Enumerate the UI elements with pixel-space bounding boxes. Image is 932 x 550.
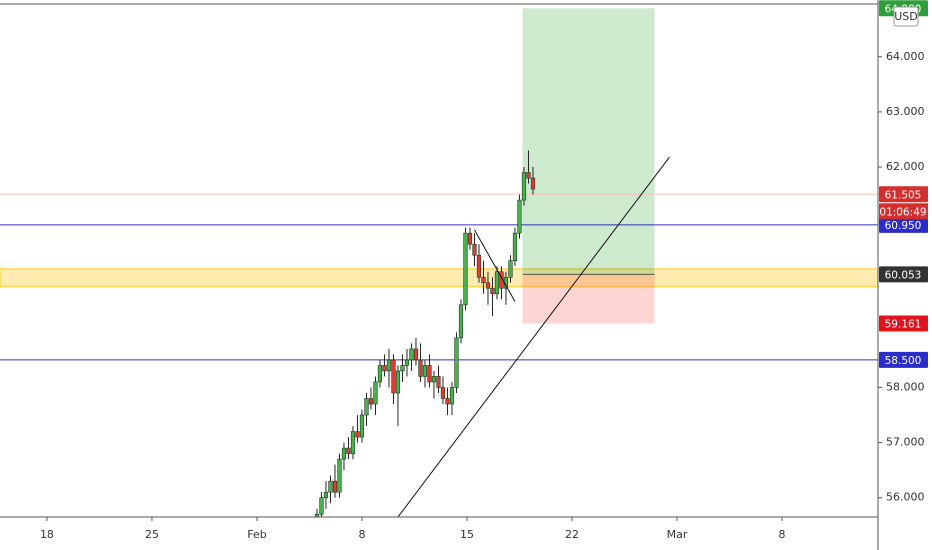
y-tick-label: 62.000 — [886, 160, 925, 173]
level-label-bg — [879, 351, 928, 368]
candle-body — [332, 480, 338, 493]
countdown: 01:06:49 — [879, 206, 926, 218]
entry-label: 60.053 — [885, 269, 922, 281]
candle-body — [512, 232, 518, 262]
countdown-bg — [879, 203, 928, 220]
x-tick-label: 22 — [565, 528, 579, 541]
candle-body — [350, 431, 356, 454]
x-tick-label: Feb — [247, 528, 266, 541]
candle-body — [395, 370, 401, 394]
candle-body — [521, 172, 527, 201]
candle-body — [337, 458, 342, 493]
support-zone — [0, 268, 879, 288]
candle-body — [319, 497, 324, 515]
candle-body — [454, 337, 459, 388]
x-tick-label: 15 — [460, 528, 474, 541]
candle-body — [476, 254, 482, 278]
candle-body — [341, 447, 347, 460]
candle-body — [445, 398, 450, 405]
currency: USD — [894, 10, 918, 23]
candle-body — [526, 172, 531, 179]
level-label-bg — [879, 216, 928, 233]
candle-body — [481, 276, 486, 284]
stop-label-bg — [879, 315, 928, 332]
y-tick-label: 57.000 — [886, 436, 925, 449]
candle-body — [373, 381, 378, 405]
time-axis-bg — [0, 517, 878, 550]
candle-body — [404, 359, 410, 366]
y-tick-label: 64.000 — [886, 50, 925, 63]
x-tick-label: 18 — [40, 528, 54, 541]
candle-body — [431, 376, 437, 383]
currency-box — [893, 6, 919, 27]
candle-body — [494, 271, 500, 295]
level-label: 58.500 — [885, 355, 922, 367]
candle-body — [377, 365, 383, 383]
candle-body — [413, 348, 419, 361]
candle-body — [346, 447, 351, 454]
candle-body — [467, 232, 473, 245]
candle-body — [436, 376, 441, 388]
candle-body — [386, 359, 392, 372]
y-tick-label: 56.000 — [886, 491, 925, 504]
stop-label: 59.161 — [885, 318, 922, 330]
y-tick-label: 58.000 — [886, 380, 925, 393]
candle-body — [323, 491, 329, 499]
x-tick-label: 25 — [145, 528, 159, 541]
candle-body — [409, 348, 414, 361]
candle-body — [458, 304, 464, 339]
y-tick-label: 63.000 — [886, 105, 925, 118]
candle-body — [422, 365, 428, 377]
candle-body — [440, 387, 446, 399]
candle-body — [427, 365, 432, 383]
entry-label-bg — [879, 266, 928, 283]
candle-body — [490, 287, 495, 295]
candle-body — [359, 414, 365, 438]
stop-area — [522, 274, 655, 324]
candle-body — [400, 365, 405, 372]
trendline — [474, 229, 516, 302]
x-tick-label: 8 — [358, 528, 365, 541]
candle-body — [418, 359, 423, 377]
candle-body — [355, 431, 360, 438]
candle-body — [382, 365, 387, 372]
x-tick-label: 8 — [778, 528, 785, 541]
x-tick-label: Mar — [667, 528, 688, 541]
candle-body — [364, 398, 369, 416]
candle-body — [328, 480, 333, 493]
target-area — [522, 8, 655, 275]
candle-body — [472, 243, 477, 256]
candle-body — [449, 387, 455, 405]
trendline — [397, 156, 670, 518]
level-label-bg — [879, 186, 928, 203]
candle-body — [508, 260, 513, 278]
candle-body — [391, 359, 396, 394]
candle-body — [485, 282, 491, 289]
candle-body — [368, 398, 374, 405]
candle-body — [463, 232, 468, 306]
level-label: 61.505 — [885, 189, 922, 201]
candle-body — [530, 177, 536, 190]
level-label: 60.950 — [885, 220, 922, 232]
candle-body — [517, 199, 522, 234]
